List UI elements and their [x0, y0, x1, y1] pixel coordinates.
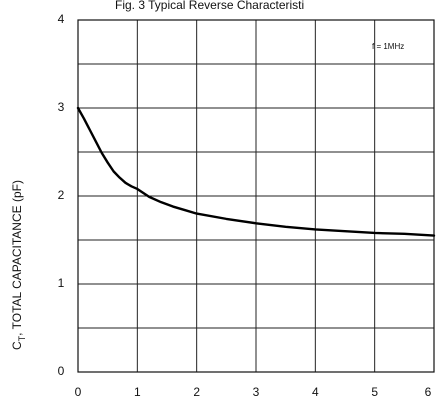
y-axis-label: CT, TOTAL CAPACITANCE (pF)	[10, 180, 27, 350]
x-tick-label: 5	[371, 385, 378, 399]
x-tick-label: 0	[75, 385, 82, 399]
y-tick-label: 2	[58, 188, 65, 202]
y-tick-label: 1	[58, 276, 65, 290]
y-tick-label: 3	[58, 100, 65, 114]
y-tick-label: 4	[58, 12, 65, 26]
y-axis-label-main: C	[10, 341, 24, 350]
chart-title: Fig. 3 Typical Reverse Characteristi	[115, 0, 304, 12]
x-tick-label: 1	[134, 385, 141, 399]
y-tick-labels: 0 1 2 3 4	[58, 12, 65, 378]
x-tick-labels: 0 1 2 3 4 5 6	[75, 385, 432, 399]
y-axis-label-rest: , TOTAL CAPACITANCE (pF)	[10, 180, 24, 336]
x-tick-label: 2	[193, 385, 200, 399]
x-tick-label: 3	[253, 385, 260, 399]
capacitance-curve	[76, 106, 436, 237]
x-tick-label: 6	[425, 385, 432, 399]
x-tick-label: 4	[312, 385, 319, 399]
plot-border	[77, 19, 435, 373]
y-tick-label: 0	[58, 364, 65, 378]
y-axis-label-subscript: T	[17, 335, 27, 341]
frequency-annotation: f = 1MHz	[372, 42, 404, 51]
grid-lines	[77, 19, 435, 373]
